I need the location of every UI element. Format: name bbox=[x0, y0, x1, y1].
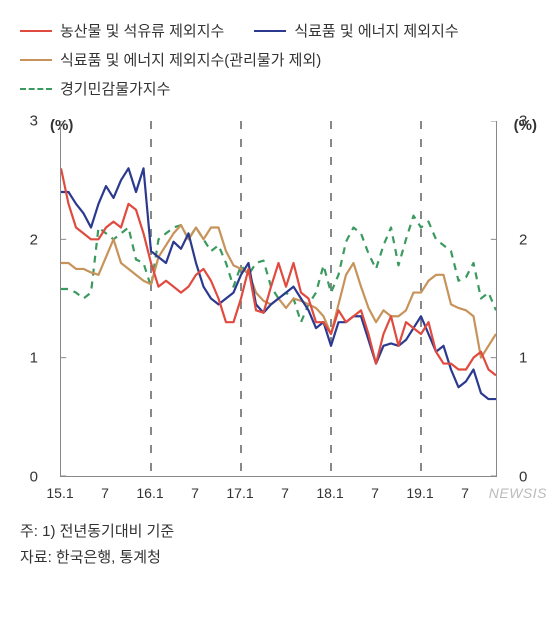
y-tick-label: 2 bbox=[519, 231, 533, 248]
x-tick-label: 7 bbox=[281, 485, 289, 501]
x-tick-label: 7 bbox=[101, 485, 109, 501]
y-tick-label: 3 bbox=[519, 113, 533, 130]
series-s2 bbox=[61, 168, 496, 399]
footnote-source: 자료: 한국은행, 통계청 bbox=[20, 545, 537, 571]
x-tick-label: 15.1 bbox=[46, 485, 73, 501]
x-tick-label: 7 bbox=[461, 485, 469, 501]
legend-item-s4: 경기민감물가지수 bbox=[20, 78, 170, 99]
y-tick-label: 2 bbox=[24, 231, 38, 248]
legend-swatch-s2 bbox=[254, 30, 286, 32]
chart-area: 0123 0123 15.1716.1717.1718.1719.17 bbox=[42, 121, 515, 501]
y-tick-label: 3 bbox=[24, 113, 38, 130]
legend-swatch-s1 bbox=[20, 30, 52, 32]
x-tick-label: 19.1 bbox=[406, 485, 433, 501]
watermark: NEWSIS bbox=[489, 485, 547, 501]
y-tick-label: 0 bbox=[24, 469, 38, 486]
plot-svg bbox=[61, 121, 496, 476]
series-s4 bbox=[61, 216, 496, 323]
legend-label-s3: 식료품 및 에너지 제외지수(관리물가 제외) bbox=[60, 49, 321, 70]
legend-label-s1: 농산물 및 석유류 제외지수 bbox=[60, 20, 224, 41]
legend-item-s3: 식료품 및 에너지 제외지수(관리물가 제외) bbox=[20, 49, 321, 70]
x-tick-label: 7 bbox=[191, 485, 199, 501]
y-tick-label: 0 bbox=[519, 469, 533, 486]
legend-label-s2: 식료품 및 에너지 제외지수 bbox=[294, 20, 458, 41]
footnote-note: 주: 1) 전년동기대비 기준 bbox=[20, 519, 537, 545]
footnote: 주: 1) 전년동기대비 기준 자료: 한국은행, 통계청 bbox=[20, 519, 537, 570]
plot-region bbox=[60, 121, 497, 477]
legend-label-s4: 경기민감물가지수 bbox=[60, 78, 170, 99]
x-tick-label: 18.1 bbox=[316, 485, 343, 501]
legend-swatch-s3 bbox=[20, 59, 52, 61]
legend: 농산물 및 석유류 제외지수 식료품 및 에너지 제외지수 식료품 및 에너지 … bbox=[20, 20, 537, 99]
x-tick-label: 7 bbox=[371, 485, 379, 501]
legend-swatch-s4 bbox=[20, 88, 52, 90]
x-tick-label: 17.1 bbox=[226, 485, 253, 501]
y-tick-label: 1 bbox=[519, 350, 533, 367]
legend-item-s1: 농산물 및 석유류 제외지수 bbox=[20, 20, 224, 41]
y-tick-label: 1 bbox=[24, 350, 38, 367]
chart: (%) (%) 0123 0123 15.1716.1717.1718.1719… bbox=[20, 121, 537, 501]
x-tick-label: 16.1 bbox=[136, 485, 163, 501]
legend-item-s2: 식료품 및 에너지 제외지수 bbox=[254, 20, 458, 41]
series-s1 bbox=[61, 168, 496, 375]
